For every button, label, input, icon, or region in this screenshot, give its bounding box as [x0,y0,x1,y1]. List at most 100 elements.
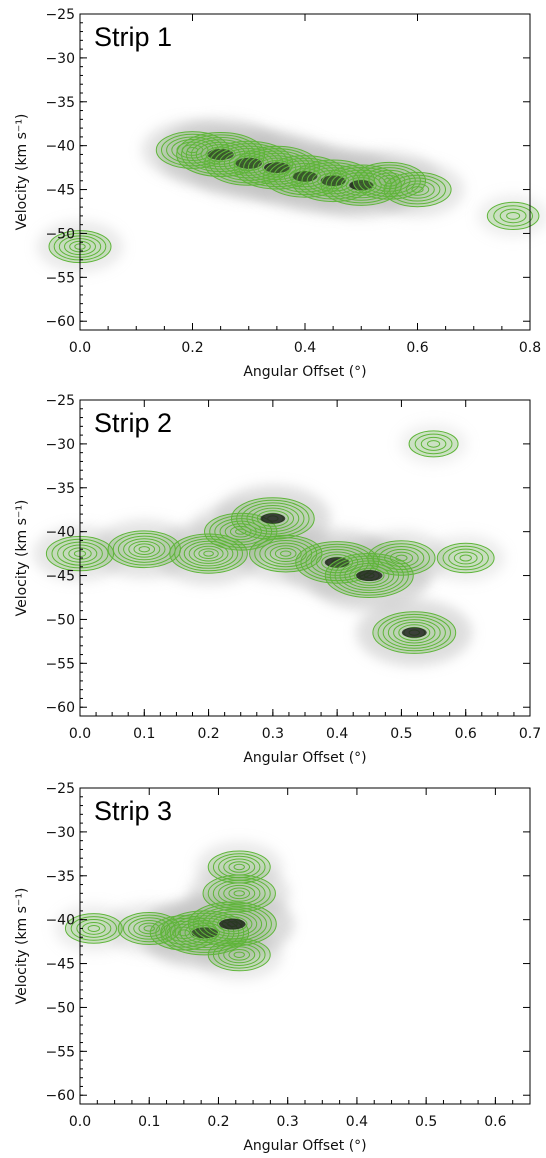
x-tick-label: 0.3 [262,726,284,742]
contour-line [414,433,453,455]
contour-line [197,906,268,942]
contour-line [228,948,251,961]
contour-line [138,546,150,553]
contour-line [254,537,318,570]
emission-core [356,570,383,582]
x-tick-label: 0.4 [346,1114,368,1130]
x-tick-label: 0.5 [390,726,412,742]
contour-line [367,540,436,576]
y-tick-label: −60 [45,314,75,330]
x-axis-label: Angular Offset (°) [243,364,366,380]
x-tick-label: 0.0 [69,340,91,356]
contour-line [174,535,243,572]
contour-line [193,545,224,562]
y-tick-label: −50 [45,226,75,242]
contour-line [179,920,230,946]
contour-line [459,554,472,562]
contour-line [394,177,441,202]
x-tick-label: 0.6 [484,1114,506,1130]
contour-line [235,528,247,535]
contour-line [223,858,256,876]
contour-line [305,546,369,579]
strip-3-panel: 0.0 0.1 0.2 0.3 0.4 0.5 0.6 −25 −30 −35 −40 −45 −50 −… [14,781,531,1154]
contour-line [212,913,253,935]
contour-line [181,134,261,175]
contour-line [117,911,181,945]
y-tick-label: −55 [45,1044,75,1060]
contour-line [143,925,155,932]
contour-line [372,543,430,573]
contour-line [329,555,409,596]
y-tick-label: −50 [45,1000,75,1016]
contour-line [212,853,266,881]
y-tick-label: −25 [45,393,75,409]
contour-line [453,551,478,565]
contour-line [218,943,261,966]
x-axis-label: Angular Offset (°) [243,750,366,766]
contour-line [382,616,446,649]
contour-line [246,505,300,532]
contour-line [395,554,408,562]
emission-core [401,627,427,638]
contour-line [335,172,387,199]
contour-line [76,919,112,938]
y-tick-label: −35 [45,869,75,885]
contour-line [486,201,540,230]
contour-line [233,951,245,958]
emission-core [320,175,346,186]
y-tick-label: −45 [45,957,75,973]
contour-line [383,171,452,208]
contour-line [233,890,245,897]
y-axis-label: Velocity (km s⁻¹) [14,114,30,231]
y-tick-label: −40 [45,139,75,155]
contour-line [274,547,297,560]
contour-line [256,510,289,527]
contour-line [420,436,447,451]
contour-line [218,855,261,879]
contour-line [400,180,435,199]
x-tick-label: 0.7 [519,726,541,742]
contour-line [87,924,101,932]
contour-line [296,162,370,200]
y-tick-label: −45 [45,183,75,199]
y-tick-label: −30 [45,437,75,453]
y-tick-label: −45 [45,569,75,585]
contour-line [138,922,161,935]
x-tick-label: 0.6 [406,340,428,356]
contour-line [262,160,292,176]
y-tick-label: −25 [45,7,75,23]
contour-line [174,917,235,949]
contour-line [268,157,342,196]
tick-layer: 0.0 0.2 0.4 0.6 0.8 −25 −30 −35 −40 −45 −50 −55 −60 [45,7,541,356]
contour-layer [48,131,540,264]
contour-line [228,861,251,873]
contour-line [387,619,441,647]
x-tick-label: 0.2 [181,340,203,356]
emission-core [260,513,286,524]
contour-line [207,850,271,884]
x-tick-label: 0.3 [277,1114,299,1130]
contour-line [70,916,118,941]
emission-halo [425,534,506,582]
contour-line [389,551,414,565]
contour-line [310,548,364,576]
contour-line [506,211,521,220]
contour-layer [64,850,277,972]
contour-line [398,624,431,641]
y-tick-label: −35 [45,481,75,497]
contour-line [257,157,297,178]
contour-line [188,543,229,564]
contour-line [241,502,305,535]
x-tick-label: 0.4 [294,340,316,356]
contour-line [243,150,311,185]
contour-line [393,621,436,644]
y-axis-label: Velocity (km s⁻¹) [14,888,30,1005]
y-tick-label: −50 [45,612,75,628]
contour-line [192,903,272,945]
emission-halo [195,841,283,893]
contour-line [223,884,256,902]
contour-line [300,543,374,582]
contour-line [499,208,527,224]
emission-halo [399,423,468,465]
